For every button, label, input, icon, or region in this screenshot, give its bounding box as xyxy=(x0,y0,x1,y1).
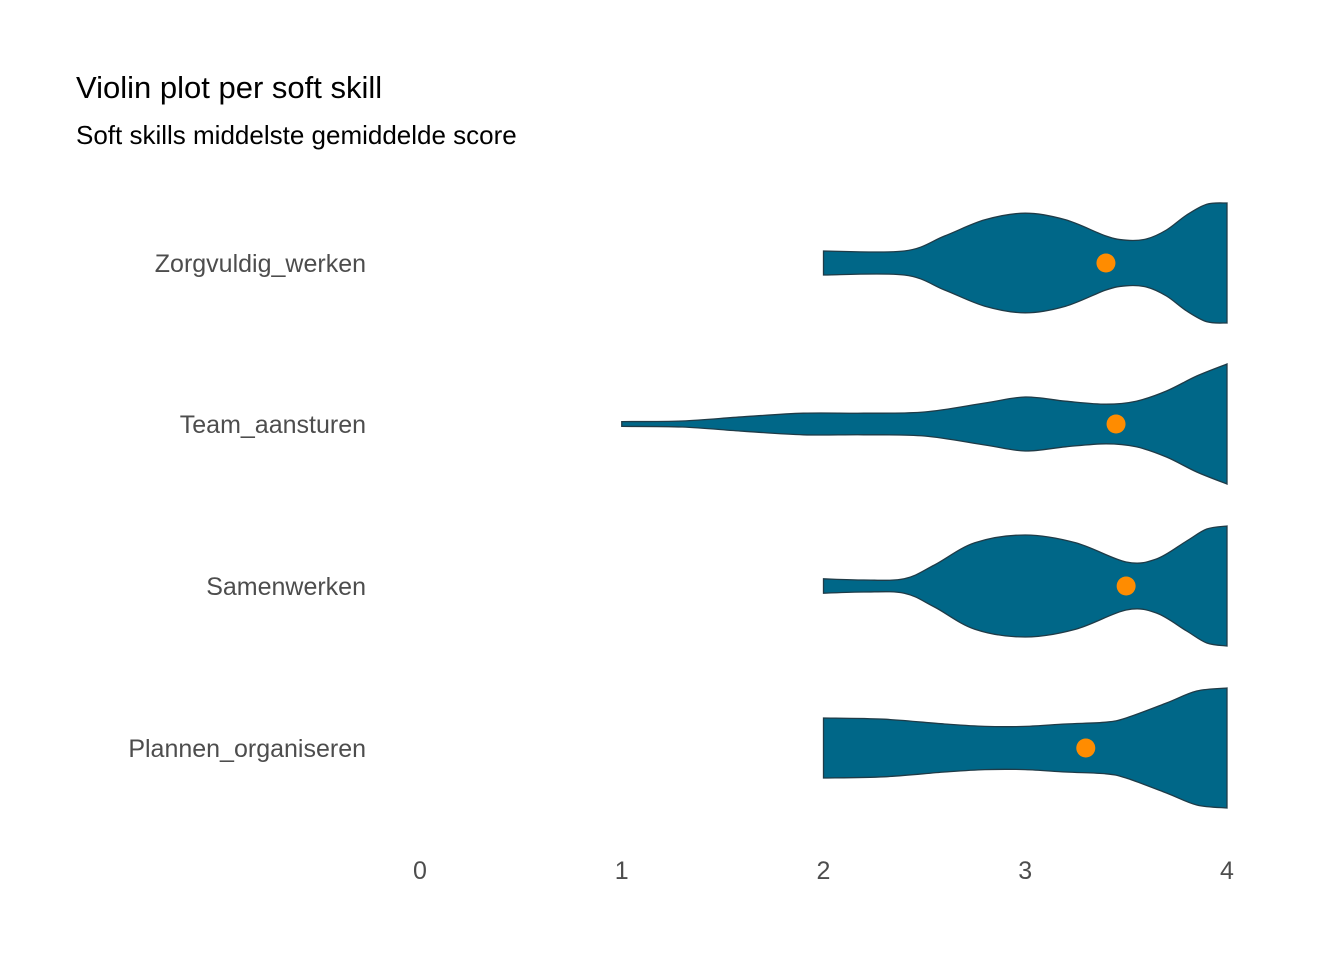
violin-Samenwerken xyxy=(822,525,1228,647)
chart-title: Violin plot per soft skill xyxy=(76,70,383,105)
y-category-label: Plannen_organiseren xyxy=(128,735,366,763)
mean-point-Team_aansturen xyxy=(1106,414,1126,434)
mean-point-Plannen_organiseren xyxy=(1076,738,1096,758)
y-axis-labels: Zorgvuldig_werken Team_aansturen Samenwerk… xyxy=(128,250,366,763)
mean-point-Samenwerken xyxy=(1116,576,1136,596)
violins xyxy=(621,202,1228,809)
violin-Plannen_organiseren xyxy=(822,687,1228,809)
x-axis-ticks: 0 1 2 3 4 xyxy=(413,857,1234,885)
y-category-label: Samenwerken xyxy=(206,573,366,601)
violin-Team_aansturen xyxy=(621,363,1228,485)
mean-point-Zorgvuldig_werken xyxy=(1096,253,1116,273)
x-tick-label: 2 xyxy=(817,857,831,885)
y-category-label: Team_aansturen xyxy=(180,411,366,439)
violin-Zorgvuldig_werken xyxy=(822,202,1228,324)
x-tick-label: 1 xyxy=(615,857,629,885)
chart-subtitle: Soft skills middelste gemiddelde score xyxy=(76,120,517,150)
y-category-label: Zorgvuldig_werken xyxy=(155,250,366,278)
x-tick-label: 4 xyxy=(1220,857,1234,885)
mean-points xyxy=(1076,253,1136,758)
x-tick-label: 0 xyxy=(413,857,427,885)
x-tick-label: 3 xyxy=(1018,857,1032,885)
